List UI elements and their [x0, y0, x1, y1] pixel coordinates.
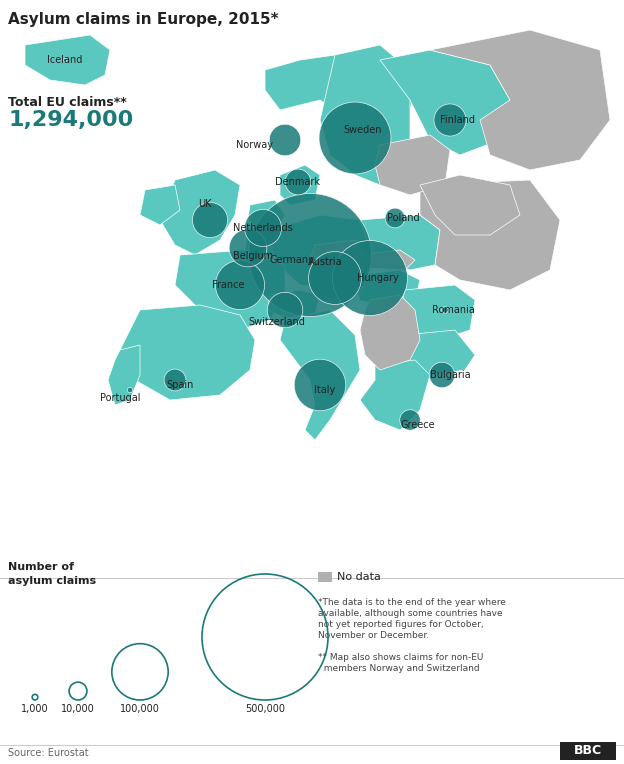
Circle shape — [333, 241, 407, 316]
Text: Bulgaria: Bulgaria — [430, 370, 470, 380]
Polygon shape — [120, 305, 255, 400]
Circle shape — [400, 410, 420, 430]
Text: Poland: Poland — [387, 213, 419, 223]
Text: Germany: Germany — [270, 255, 314, 265]
Circle shape — [308, 251, 361, 305]
Text: not yet reported figures for October,: not yet reported figures for October, — [318, 620, 484, 629]
Polygon shape — [270, 215, 375, 290]
Circle shape — [229, 229, 267, 267]
Polygon shape — [280, 310, 360, 440]
Text: available, although some countries have: available, although some countries have — [318, 609, 502, 618]
Polygon shape — [355, 250, 415, 270]
Text: Denmark: Denmark — [276, 177, 321, 187]
Circle shape — [248, 193, 371, 316]
Text: ** Map also shows claims for non-EU: ** Map also shows claims for non-EU — [318, 653, 484, 662]
Circle shape — [319, 102, 391, 174]
Polygon shape — [140, 185, 180, 225]
Circle shape — [434, 104, 466, 136]
Polygon shape — [420, 180, 560, 290]
Circle shape — [192, 202, 228, 238]
Circle shape — [127, 387, 133, 393]
Text: 1,000: 1,000 — [21, 704, 49, 714]
Polygon shape — [355, 270, 420, 308]
Text: Asylum claims in Europe, 2015*: Asylum claims in Europe, 2015* — [8, 12, 279, 27]
Text: Number of: Number of — [8, 562, 74, 572]
Text: Portugal: Portugal — [100, 393, 140, 403]
Text: Sweden: Sweden — [344, 125, 383, 135]
Text: Austria: Austria — [308, 257, 343, 267]
Text: Total EU claims**: Total EU claims** — [8, 96, 127, 109]
Text: members Norway and Switzerland: members Norway and Switzerland — [318, 664, 480, 673]
Bar — [560, 742, 616, 760]
Circle shape — [385, 208, 405, 228]
Text: asylum claims: asylum claims — [8, 576, 96, 586]
Text: Belgium: Belgium — [233, 251, 273, 261]
Text: Italy: Italy — [314, 385, 336, 395]
Circle shape — [215, 261, 265, 309]
Text: Iceland: Iceland — [47, 55, 83, 65]
Text: Spain: Spain — [167, 380, 193, 390]
Polygon shape — [245, 228, 285, 258]
Text: November or December.: November or December. — [318, 631, 429, 640]
Circle shape — [245, 209, 281, 247]
Circle shape — [270, 125, 301, 156]
Polygon shape — [310, 240, 365, 265]
Polygon shape — [360, 215, 440, 270]
Text: Netherlands: Netherlands — [233, 223, 293, 233]
Circle shape — [295, 359, 346, 411]
Text: 500,000: 500,000 — [245, 704, 285, 714]
Text: Romania: Romania — [432, 305, 474, 315]
Polygon shape — [175, 250, 285, 330]
Text: Hungary: Hungary — [357, 273, 399, 283]
Polygon shape — [160, 170, 240, 255]
Polygon shape — [380, 50, 510, 155]
Polygon shape — [360, 295, 420, 370]
Circle shape — [285, 169, 311, 195]
Text: Switzerland: Switzerland — [248, 317, 305, 327]
Polygon shape — [108, 345, 140, 405]
Circle shape — [429, 362, 455, 387]
Text: Source: Eurostat: Source: Eurostat — [8, 748, 89, 758]
Polygon shape — [265, 50, 420, 130]
Text: Greece: Greece — [401, 420, 436, 430]
Text: 10,000: 10,000 — [61, 704, 95, 714]
Polygon shape — [375, 135, 450, 195]
Polygon shape — [248, 200, 285, 230]
Text: UK: UK — [198, 199, 212, 209]
Polygon shape — [400, 285, 475, 340]
Polygon shape — [268, 290, 320, 318]
Circle shape — [63, 58, 67, 62]
Polygon shape — [420, 175, 520, 235]
Circle shape — [267, 293, 303, 328]
Text: France: France — [212, 280, 244, 290]
Text: BBC: BBC — [574, 744, 602, 757]
Text: Norway: Norway — [236, 140, 273, 150]
Polygon shape — [310, 268, 375, 298]
Text: No data: No data — [337, 572, 381, 582]
Polygon shape — [320, 45, 410, 185]
Circle shape — [442, 307, 448, 313]
Polygon shape — [360, 360, 430, 430]
Bar — [318, 572, 332, 582]
Polygon shape — [430, 30, 610, 170]
Polygon shape — [280, 165, 320, 205]
Polygon shape — [400, 330, 475, 375]
Text: 1,294,000: 1,294,000 — [8, 110, 134, 130]
Polygon shape — [25, 35, 110, 85]
Text: *The data is to the end of the year where: *The data is to the end of the year wher… — [318, 598, 506, 607]
Text: Finland: Finland — [441, 115, 475, 125]
Circle shape — [164, 369, 186, 391]
Text: 100,000: 100,000 — [120, 704, 160, 714]
